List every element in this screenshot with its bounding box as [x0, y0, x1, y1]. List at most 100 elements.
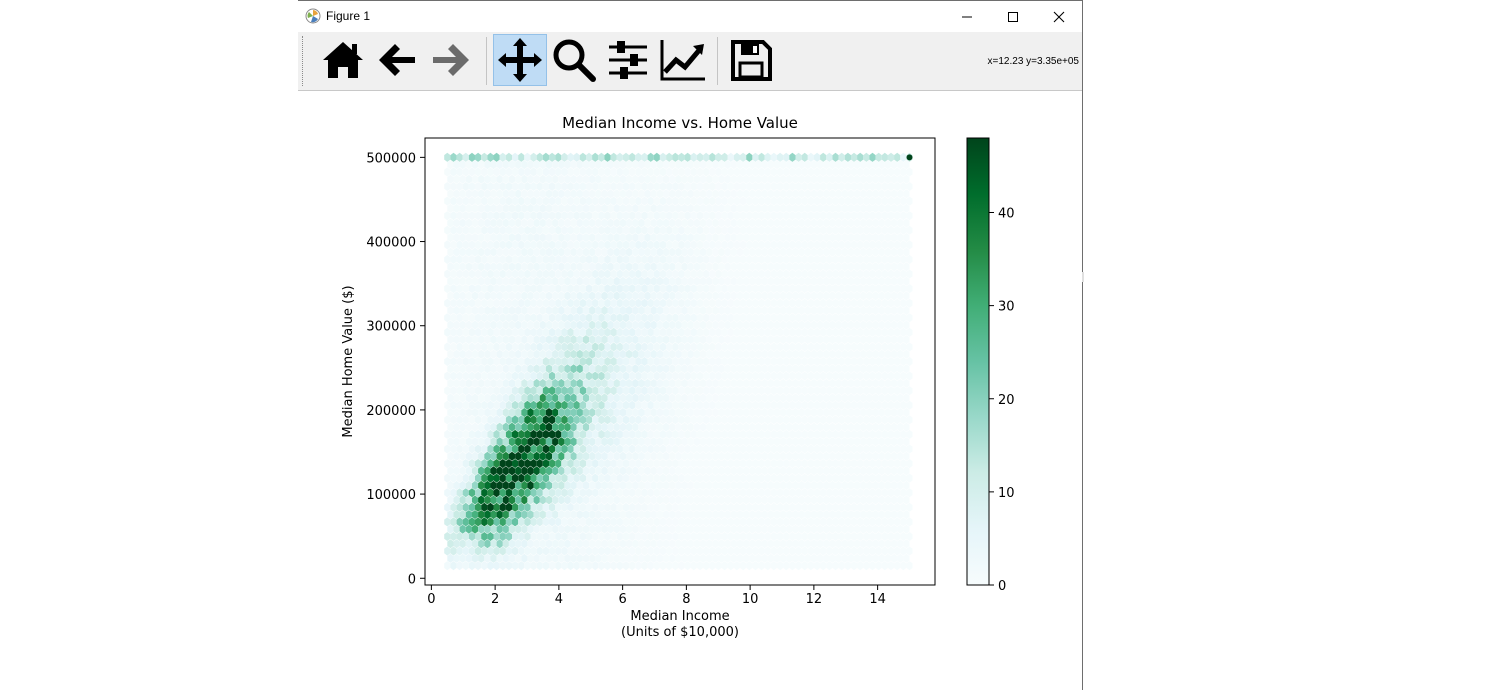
pan-button[interactable] [493, 34, 547, 86]
hexbin-cell [878, 233, 885, 243]
hexbin-cell [749, 320, 756, 330]
hexbin-cell [844, 371, 851, 381]
hexbin-cell [644, 539, 651, 549]
hexbin-cell [891, 495, 898, 505]
hexbin-cell [773, 408, 781, 418]
hexbin-cell [801, 488, 808, 498]
hexbin-cell [696, 211, 704, 221]
hexbin-cell [570, 247, 577, 257]
home-button[interactable] [316, 34, 370, 86]
hexbin-cell [767, 305, 774, 315]
hexbin-cell [505, 240, 512, 250]
hexbin-cell [475, 225, 482, 235]
hexbin-cell [863, 488, 870, 498]
hexbin-cell [496, 320, 503, 330]
maximize-button[interactable] [990, 1, 1036, 32]
hexbin-cell [468, 386, 475, 396]
hexbin-cell [653, 444, 660, 454]
hexbin-cell [462, 488, 469, 498]
chart-svg[interactable]: 0 2 4 6 8 10 12 1401000002000003000004000005000… [298, 91, 1082, 690]
hexbin-cell [891, 422, 898, 432]
hexbin-cell [851, 386, 858, 396]
hexbin-cell [663, 553, 670, 563]
hexbin-cell [663, 189, 670, 199]
toolbar-grip[interactable] [302, 36, 305, 86]
hexbin-cell [712, 480, 719, 490]
zoom-button[interactable] [547, 34, 601, 86]
hexbin-cell [758, 488, 765, 498]
figure-canvas[interactable]: 0 2 4 6 8 10 12 14 0 100000 200000 300000 400000 5000… [298, 91, 1082, 690]
hexbin-cell [807, 371, 814, 381]
hexbin-cell [530, 298, 537, 308]
hexbin-cell [891, 291, 898, 301]
hexbin-cell [604, 532, 611, 541]
hexbin-cell [472, 160, 479, 170]
hexbin-cell [459, 364, 466, 374]
hexbin-cell [703, 400, 710, 410]
hexbin-cell [632, 378, 639, 388]
hexbin-cell [696, 269, 704, 279]
hexbin-cell [773, 480, 781, 490]
hexbin-cell [555, 517, 562, 527]
hexbin-cell [826, 386, 833, 396]
hexbin-cell [672, 196, 679, 206]
hexbin-cell [810, 189, 818, 199]
hexbin-cell [456, 517, 463, 527]
hexbin-cell [512, 415, 519, 425]
hexbin-cell [860, 320, 867, 330]
hexbin-cell [770, 371, 777, 381]
hexbin-cell [666, 415, 673, 425]
hexbin-cell [826, 211, 833, 221]
hexbin-cell [693, 466, 700, 476]
hexbin-cell [656, 247, 663, 257]
hexbin-cell [789, 327, 796, 337]
title-bar[interactable]: Figure 1 [298, 0, 1082, 32]
hexbin-cell [656, 524, 663, 534]
configure-subplots-button[interactable] [601, 34, 655, 86]
save-button[interactable] [724, 34, 778, 86]
hexbin-cell [533, 393, 540, 403]
hexbin-cell [826, 298, 833, 308]
edit-axis-button[interactable] [656, 34, 710, 86]
hexbin-cell [814, 502, 821, 512]
hexbin-cell [860, 495, 867, 505]
hexbin-cell [894, 167, 901, 177]
hexbin-cell [681, 378, 688, 388]
hexbin-cell [490, 335, 497, 345]
hexbin-cell [613, 203, 620, 213]
hexbin-cell [629, 327, 636, 337]
forward-button[interactable] [424, 34, 478, 86]
hexbin-cell [851, 415, 858, 425]
close-button[interactable] [1036, 1, 1082, 32]
hexbin-cell [626, 349, 633, 359]
hexbin-cell [496, 276, 503, 286]
hexbin-cell [817, 233, 824, 243]
hexbin-cell [752, 429, 759, 439]
hexbin-cell [743, 539, 750, 549]
hexbin-cell [589, 480, 596, 490]
hexbin-cell [887, 254, 895, 264]
hexbin-cell [804, 451, 811, 461]
hexbin-cell [752, 298, 759, 308]
hexbin-cell [549, 182, 556, 191]
hexbin-cell [638, 262, 645, 272]
hexbin-cell [576, 247, 583, 257]
hexbin-cell [792, 262, 799, 272]
hexbin-cell [638, 305, 645, 315]
back-button[interactable] [370, 34, 424, 86]
hexbin-cell [792, 349, 799, 359]
hexbin-cell [490, 291, 497, 301]
hexbin-cell [444, 313, 451, 323]
hexbin-cell [783, 371, 790, 381]
hexbin-cell [669, 451, 676, 461]
hexbin-cell [743, 524, 750, 534]
hexbin-cell [906, 313, 913, 323]
minimize-button[interactable] [944, 1, 990, 32]
hexbin-cell [687, 233, 694, 243]
hexbin-cell [450, 240, 457, 250]
hexbin-cell [746, 400, 753, 410]
hexbin-cell [481, 327, 488, 337]
chart-title: Median Income vs. Home Value [562, 114, 798, 132]
hexbin-cell [761, 305, 768, 315]
hexbin-cell [549, 532, 556, 541]
